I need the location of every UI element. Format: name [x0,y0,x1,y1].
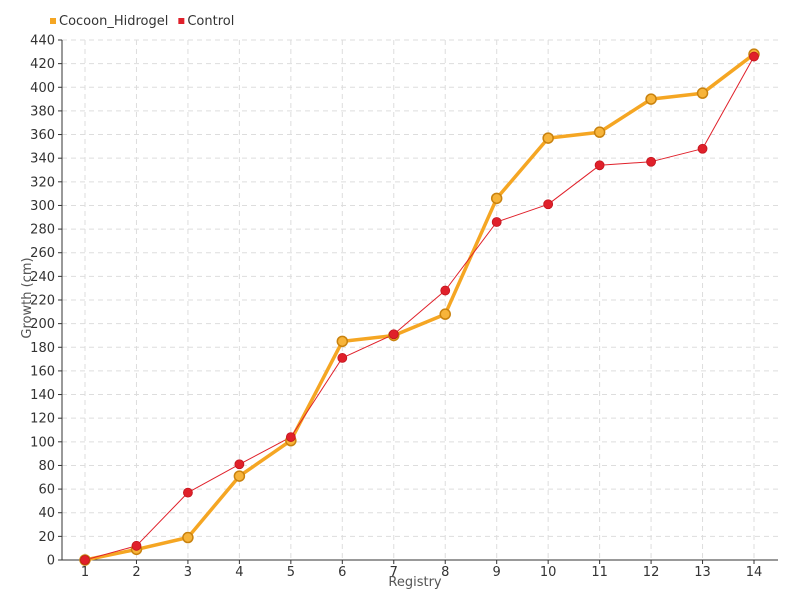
y-tick-label: 60 [38,483,55,498]
y-tick-label: 180 [30,341,55,356]
axes [61,40,778,561]
y-tick-label: 320 [30,175,55,190]
y-tick-label: 240 [30,270,55,285]
point-control [594,160,605,171]
y-tick-label: 280 [30,223,55,238]
x-tick-label: 3 [184,565,192,580]
y-tick-label: 300 [30,199,55,214]
point-control [80,555,90,565]
x-tick-label: 14 [746,565,763,580]
point-control [131,540,142,551]
x-tick-label: 12 [643,565,660,580]
point-control [697,143,708,154]
y-tick-label: 0 [47,554,55,569]
x-tick-labels: 1 2 3 4 5 6 7 8 9 10 11 12 13 14 [81,560,762,580]
legend-label-cocoon-hidrogel: Cocoon_Hidrogel [59,14,168,29]
point-control [285,432,296,442]
point-cocoon-hidrogel [645,93,657,105]
point-cocoon-hidrogel [336,335,349,348]
x-tick-label: 4 [235,565,243,580]
grid [62,39,778,560]
point-cocoon-hidrogel [439,308,451,320]
point-control [234,459,245,470]
legend: Cocoon_Hidrogel Control [50,14,234,29]
point-control [388,329,399,340]
point-cocoon-hidrogel [542,132,554,144]
series-line-control [84,56,755,561]
y-tick-label: 200 [30,317,55,332]
y-tick-label: 440 [30,34,55,49]
point-control [183,487,193,498]
y-tick-label: 80 [38,459,55,474]
legend-swatch-cocoon-hidrogel [50,18,56,24]
x-tick-label: 6 [338,565,346,580]
y-tick-label: 20 [38,530,55,545]
y-tick-label: 260 [30,246,55,261]
y-tick-label: 140 [30,388,55,403]
x-tick-label: 13 [694,565,711,580]
x-tick-label: 9 [493,565,501,580]
legend-label-control: Control [187,14,234,29]
x-tick-label: 1 [81,565,89,580]
y-tick-label: 220 [30,294,55,309]
point-control [646,156,656,167]
y-tick-label: 340 [30,152,55,167]
y-tick-label: 40 [38,506,55,521]
series-lines [84,52,756,562]
point-cocoon-hidrogel [696,87,709,99]
point-cocoon-hidrogel [593,126,606,138]
y-tick-label: 120 [30,412,55,427]
y-tick-label: 360 [30,128,55,143]
point-cocoon-hidrogel [233,470,246,482]
series-points [79,48,760,566]
series-line-cocoon-hidrogel [84,52,756,562]
x-tick-label: 10 [540,565,557,580]
x-tick-label: 8 [441,565,449,580]
x-tick-label: 7 [390,565,398,580]
point-control [491,217,502,227]
y-tick-labels: 0 20 40 60 80 100 120 140 160 180 200 220 240 260 280 3… [30,34,62,569]
y-tick-label: 400 [30,81,55,96]
y-tick-label: 420 [30,57,55,72]
x-axis-title: Registry [388,575,442,590]
x-tick-label: 11 [591,565,608,580]
point-control [337,353,348,363]
point-control [440,285,451,296]
y-tick-label: 380 [30,104,55,119]
legend-swatch-control [178,18,185,24]
x-tick-label: 2 [132,565,140,580]
y-tick-label: 160 [30,364,55,379]
y-axis-title: Growth (cm) [20,257,35,338]
y-tick-label: 100 [30,435,55,450]
point-cocoon-hidrogel [490,192,503,205]
x-tick-label: 5 [287,565,295,580]
point-cocoon-hidrogel [182,531,194,544]
point-control [749,51,759,62]
point-control [543,199,554,210]
